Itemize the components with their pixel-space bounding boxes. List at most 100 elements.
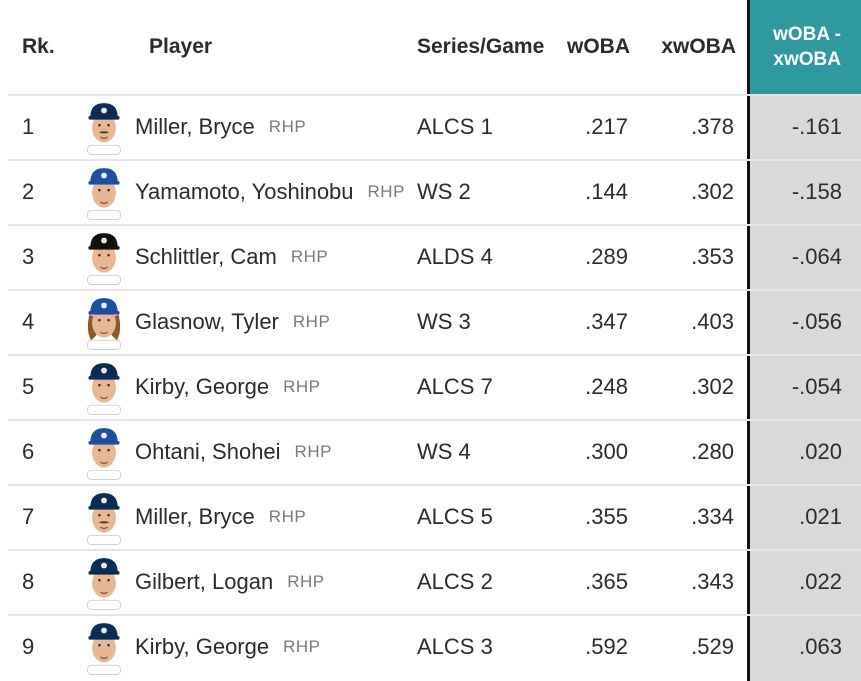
yankees-player-headshot-icon — [80, 224, 128, 289]
player-name-link[interactable]: Miller, Bryce — [135, 503, 255, 529]
table-row[interactable]: 4 Glasnow, Tyler RHP WS 3 .347 .403 -.056 — [0, 289, 861, 354]
xwoba-cell: .529 — [691, 633, 734, 659]
diff-cell: .063 — [799, 633, 842, 659]
diff-cell: -.056 — [791, 308, 842, 334]
throwing-hand-label: RHP — [268, 506, 307, 526]
throwing-hand-label: RHP — [292, 311, 331, 331]
series-game-cell: ALCS 7 — [417, 373, 493, 399]
row-divider — [8, 549, 861, 551]
player-name-link[interactable]: Miller, Bryce — [135, 113, 255, 139]
player-cell: Schlittler, Cam RHP — [135, 224, 328, 289]
row-divider — [8, 419, 861, 421]
row-divider — [8, 94, 861, 96]
player-name-link[interactable]: Yamamoto, Yoshinobu — [135, 178, 354, 204]
rank-cell: 9 — [22, 633, 35, 659]
table-row[interactable]: 6 Ohtani, Shohei RHP WS 4 .300 .280 .020 — [0, 419, 861, 484]
header-series-game[interactable]: Series/Game — [417, 35, 545, 58]
table-row[interactable]: 9 Kirby, George RHP ALCS 3 .592 .529 .063 — [0, 614, 861, 679]
diff-cell: -.158 — [791, 178, 842, 204]
player-name-link[interactable]: Schlittler, Cam — [135, 243, 277, 269]
table-row[interactable]: 7 Miller, Bryce RHP ALCS 5 .355 .334 .021 — [0, 484, 861, 549]
player-name-link[interactable]: Glasnow, Tyler — [135, 308, 279, 334]
rank-cell: 7 — [22, 503, 35, 529]
series-game-cell: WS 3 — [417, 308, 471, 334]
diff-cell: -.064 — [791, 243, 842, 269]
dodgers-player-headshot-icon — [80, 289, 128, 354]
series-game-cell: ALDS 4 — [417, 243, 493, 269]
xwoba-cell: .378 — [691, 113, 734, 139]
diff-cell: -.054 — [791, 373, 842, 399]
throwing-hand-label: RHP — [290, 246, 329, 266]
xwoba-cell: .302 — [691, 373, 734, 399]
diff-column-highlight — [750, 94, 861, 681]
xwoba-cell: .302 — [691, 178, 734, 204]
rank-cell: 4 — [22, 308, 35, 334]
series-game-cell: ALCS 3 — [417, 633, 493, 659]
woba-cell: .592 — [585, 633, 628, 659]
player-name-link[interactable]: Gilbert, Logan — [135, 568, 274, 594]
series-game-cell: ALCS 2 — [417, 568, 493, 594]
mariners-player-headshot-icon — [80, 549, 128, 614]
rank-cell: 2 — [22, 178, 35, 204]
xwoba-cell: .353 — [691, 243, 734, 269]
table-row[interactable]: 2 Yamamoto, Yoshinobu RHP WS 2 .144 .302 -.158 — [0, 159, 861, 224]
xwoba-cell: .334 — [691, 503, 734, 529]
mariners-player-headshot-icon — [80, 484, 128, 549]
throwing-hand-label: RHP — [268, 116, 307, 136]
player-name-link[interactable]: Ohtani, Shohei — [135, 438, 281, 464]
woba-cell: .365 — [585, 568, 628, 594]
series-game-cell: ALCS 1 — [417, 113, 493, 139]
table-row[interactable]: 1 Miller, Bryce RHP ALCS 1 .217 .378 -.161 — [0, 94, 861, 159]
table-row[interactable]: 5 Kirby, George RHP ALCS 7 .248 .302 -.054 — [0, 354, 861, 419]
woba-cell: .300 — [585, 438, 628, 464]
header-woba[interactable]: wOBA — [567, 35, 630, 58]
series-game-cell: WS 4 — [417, 438, 471, 464]
diff-cell: .021 — [799, 503, 842, 529]
player-cell: Kirby, George RHP — [135, 614, 321, 679]
throwing-hand-label: RHP — [283, 636, 321, 656]
table-row[interactable]: 3 Schlittler, Cam RHP ALDS 4 .289 .353 -.064 — [0, 224, 861, 289]
dodgers-player-headshot-icon — [80, 419, 128, 484]
mariners-player-headshot-icon — [80, 614, 128, 679]
player-name-link[interactable]: Kirby, George — [135, 373, 270, 399]
woba-cell: .355 — [585, 503, 628, 529]
header-diff-line1: wOBA - — [773, 24, 841, 45]
throwing-hand-label: RHP — [367, 181, 405, 201]
header-rank[interactable]: Rk. — [22, 35, 55, 58]
woba-cell: .289 — [585, 243, 628, 269]
player-cell: Glasnow, Tyler RHP — [135, 289, 330, 354]
xwoba-cell: .403 — [691, 308, 734, 334]
xwoba-cell: .280 — [691, 438, 734, 464]
series-game-cell: ALCS 5 — [417, 503, 493, 529]
row-divider — [8, 159, 861, 161]
rank-cell: 1 — [22, 113, 35, 139]
header-woba-minus-xwoba[interactable]: wOBA - xwOBA — [750, 0, 861, 94]
rank-cell: 8 — [22, 568, 35, 594]
row-divider — [8, 614, 861, 616]
row-divider — [8, 484, 861, 486]
rank-cell: 6 — [22, 438, 35, 464]
column-divider — [747, 0, 750, 681]
throwing-hand-label: RHP — [287, 571, 325, 591]
player-cell: Gilbert, Logan RHP — [135, 549, 325, 614]
row-divider — [8, 224, 861, 226]
woba-cell: .217 — [585, 113, 628, 139]
player-cell: Miller, Bryce RHP — [135, 94, 306, 159]
row-divider — [8, 289, 861, 291]
diff-cell: -.161 — [791, 113, 842, 139]
row-divider — [8, 354, 861, 356]
player-cell: Miller, Bryce RHP — [135, 484, 306, 549]
rank-cell: 3 — [22, 243, 35, 269]
series-game-cell: WS 2 — [417, 178, 471, 204]
woba-cell: .144 — [585, 178, 628, 204]
mariners-player-headshot-icon — [80, 94, 128, 159]
player-name-link[interactable]: Kirby, George — [135, 633, 270, 659]
woba-cell: .248 — [585, 373, 628, 399]
table-row[interactable]: 8 Gilbert, Logan RHP ALCS 2 .365 .343 .022 — [0, 549, 861, 614]
player-cell: Yamamoto, Yoshinobu RHP — [135, 159, 405, 224]
rank-cell: 5 — [22, 373, 35, 399]
header-player[interactable]: Player — [149, 35, 213, 58]
header-xwoba[interactable]: xwOBA — [661, 35, 736, 58]
header-diff-line2: xwOBA — [773, 49, 841, 70]
